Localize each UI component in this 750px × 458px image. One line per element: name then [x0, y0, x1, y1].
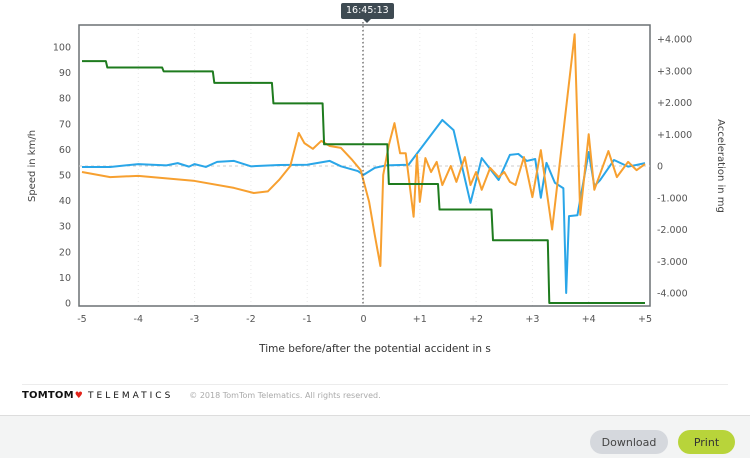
- x-tick-label: -5: [77, 314, 86, 325]
- y-left-tick-label: 40: [59, 196, 71, 207]
- y-right-tick-label: +4.000: [657, 35, 692, 46]
- x-axis-title: Time before/after the potential accident…: [259, 343, 491, 355]
- logo-suffix: TELEMATICS: [88, 390, 174, 401]
- y-left-ticks: 0 10 20 30 40 50 60 70 80 90 100: [53, 43, 71, 310]
- action-bar: Download Print: [0, 415, 750, 458]
- x-tick-label: -2: [246, 314, 255, 325]
- x-axis-ticks: -5 -4 -3 -2 -1 0 +1 +2 +3 +4 +5: [77, 314, 652, 325]
- y-left-tick-label: 0: [65, 299, 71, 310]
- y-left-tick-label: 80: [59, 94, 71, 105]
- chart: -5 -4 -3 -2 -1 0 +1 +2 +3 +4 +5 0 10 20 30 40 50 60 70 80 9…: [27, 22, 726, 325]
- marker-time-tooltip: 16:45:13: [341, 3, 394, 23]
- x-tick-label: +3: [525, 314, 539, 325]
- y-left-tick-label: 20: [59, 247, 71, 258]
- y-left-title: Speed in km/h: [27, 130, 38, 202]
- tomtom-telematics-logo: TOMTOM ♥ TELEMATICS: [22, 390, 173, 401]
- tomtom-hand-icon: ♥: [74, 390, 84, 401]
- x-tick-label: -4: [134, 314, 143, 325]
- series-line-speed: [82, 60, 645, 304]
- y-right-tick-label: -3.000: [657, 257, 688, 268]
- logo-brand: TOMTOM: [22, 390, 74, 401]
- x-tick-label: +1: [413, 314, 427, 325]
- series-line-longitudinal-acceleration: [81, 33, 646, 268]
- y-left-tick-label: 60: [59, 145, 71, 156]
- x-tick-label: +4: [582, 314, 596, 325]
- x-tick-label: +5: [638, 314, 652, 325]
- y-right-tick-label: -1.000: [657, 193, 688, 204]
- y-right-title: Acceleration in mg: [715, 119, 726, 213]
- y-left-tick-label: 10: [59, 273, 71, 284]
- series-line-lateral-acceleration: [82, 118, 646, 294]
- footer-brand: TOMTOM ♥ TELEMATICS © 2018 TomTom Telema…: [22, 390, 381, 401]
- series-group: [81, 33, 646, 304]
- y-left-tick-label: 50: [59, 171, 71, 182]
- x-tick-label: +2: [469, 314, 483, 325]
- download-button[interactable]: Download: [590, 430, 668, 454]
- y-right-tick-label: -4.000: [657, 289, 688, 300]
- x-tick-label: -1: [302, 314, 311, 325]
- y-right-tick-label: 0: [657, 162, 663, 173]
- y-right-tick-label: +2.000: [657, 98, 692, 109]
- y-right-tick-label: -2.000: [657, 225, 688, 236]
- y-left-tick-label: 70: [59, 119, 71, 130]
- y-right-tick-label: +3.000: [657, 66, 692, 77]
- print-button[interactable]: Print: [678, 430, 735, 454]
- y-left-tick-label: 90: [59, 68, 71, 79]
- y-left-tick-label: 30: [59, 222, 71, 233]
- y-right-ticks: -4.000 -3.000 -2.000 -1.000 0 +1.000 +2.000 +3.…: [657, 35, 692, 300]
- footer-divider: [22, 384, 728, 385]
- y-right-tick-label: +1.000: [657, 130, 692, 141]
- x-tick-label: -3: [190, 314, 199, 325]
- y-left-tick-label: 100: [53, 43, 71, 54]
- copyright: © 2018 TomTom Telematics. All rights res…: [189, 391, 381, 400]
- x-tick-label: 0: [360, 314, 366, 325]
